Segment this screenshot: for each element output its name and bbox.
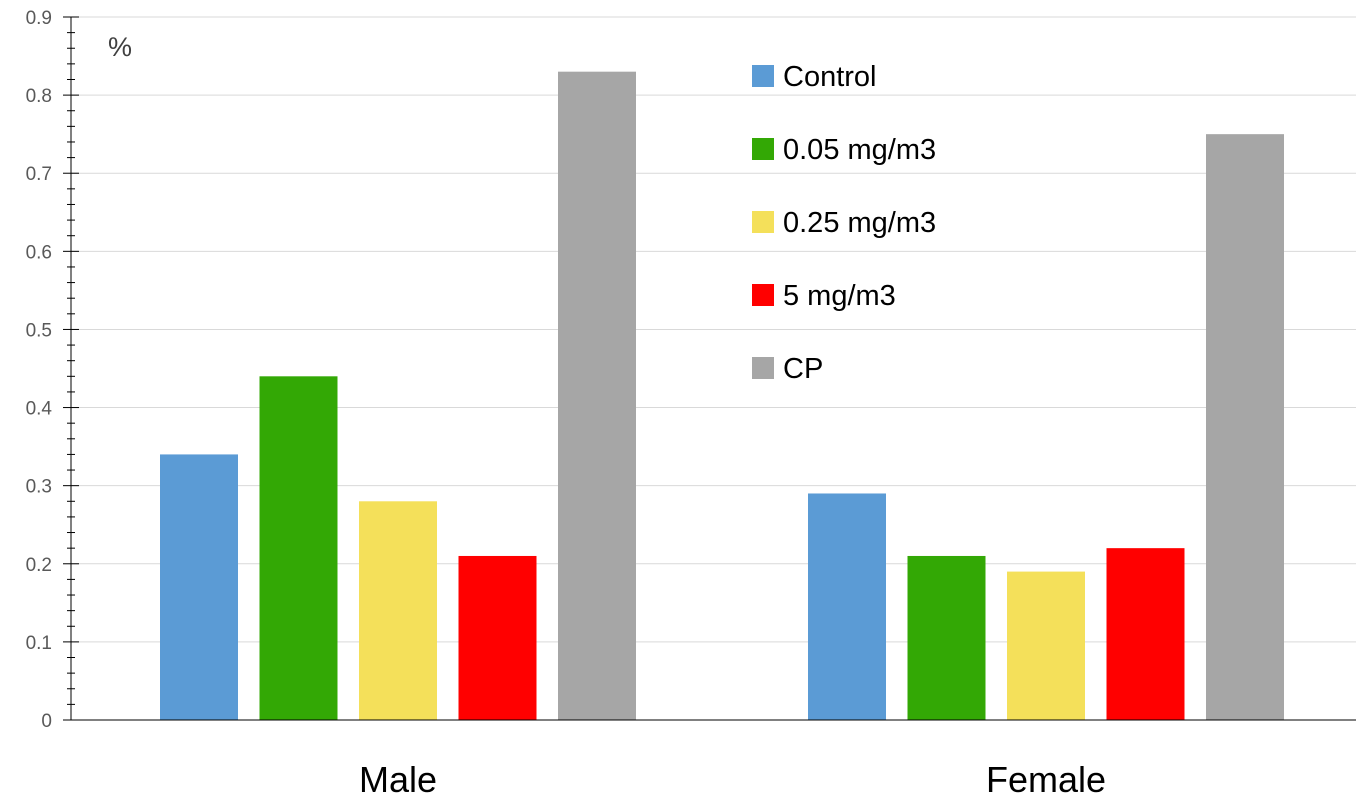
y-tick-label: 0.9 [26,8,52,29]
legend-label: CP [783,353,823,385]
y-unit-label: % [108,32,132,62]
y-tick-label: 0.7 [26,164,52,185]
y-tick-label: 0 [41,711,52,732]
y-tick-label: 0.2 [26,555,52,576]
x-category-label: Female [986,759,1106,796]
legend-label: 0.25 mg/m3 [783,207,936,239]
y-tick-label: 0.8 [26,86,52,107]
legend-swatch [752,284,774,306]
x-category-label: Male [359,759,437,796]
legend-swatch [752,357,774,379]
bar-female-0-25-mg-m3 [1007,571,1085,720]
y-tick-label: 0.6 [26,242,52,263]
legend-swatch [752,138,774,160]
bar-female-control [808,493,886,720]
y-tick-label: 0.5 [26,320,52,341]
bar-female-5-mg-m3 [1106,548,1185,720]
bar-male-control [160,454,238,720]
y-tick-label: 0.1 [26,633,52,654]
legend-label: 5 mg/m3 [783,280,896,312]
legend-swatch [752,211,774,233]
y-tick-label: 0.3 [26,477,52,498]
legend-swatch [752,65,774,87]
legend-label: Control [783,61,877,93]
bar-female-cp [1206,134,1284,720]
bar-male-0-25-mg-m3 [359,501,437,720]
bar-female-0-05-mg-m3 [907,555,986,720]
bar-male-5-mg-m3 [458,555,537,720]
bars [160,71,1284,720]
legend: Control 0.05 mg/m3 0.25 mg/m3 5 mg/m3 CP [752,61,936,385]
y-tick-label: 0.4 [26,399,53,420]
axes: 0 0.1 0.2 0.3 0.4 0.5 0.6 0.7 0.8 0.9 Male Female [26,8,1356,796]
bar-male-0-05-mg-m3 [259,376,338,720]
bar-male-cp [558,71,636,720]
legend-label: 0.05 mg/m3 [783,134,936,166]
